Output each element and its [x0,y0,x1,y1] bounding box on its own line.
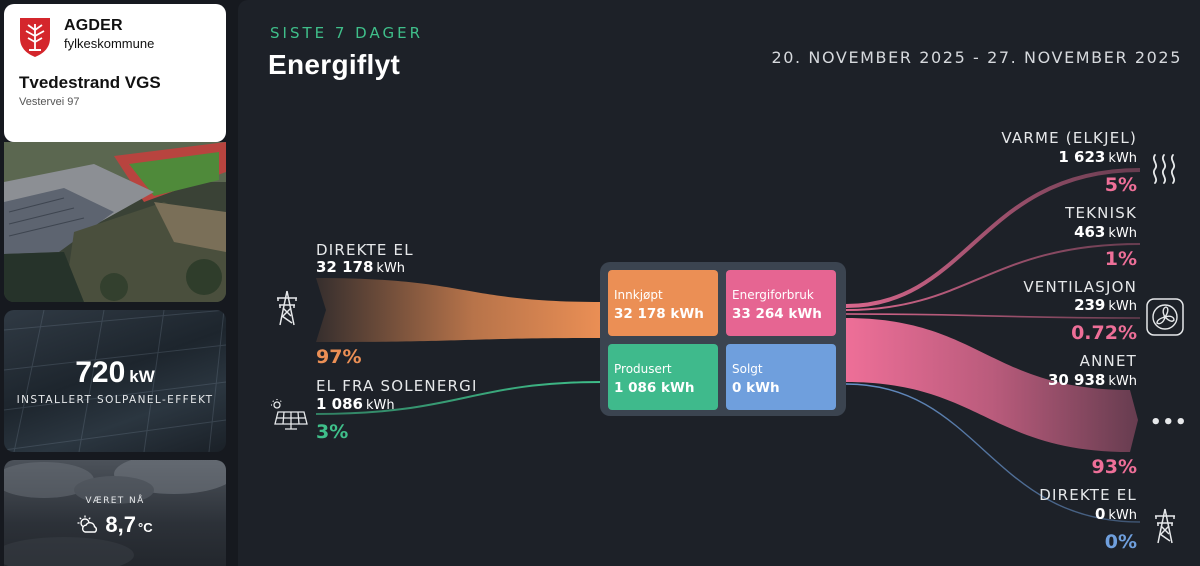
installed-solar-unit: kW [129,367,155,386]
consumer-teknisk-name: TEKNISK [1065,204,1137,222]
consumer-varme-percent: 5% [1104,174,1137,196]
hub-produsert: Produsert 1 086 kWh [608,344,718,410]
org-subtitle: fylkeskommune [64,36,155,51]
hub-energiforbruk-label: Energiforbruk [732,288,814,302]
fan-icon [1146,298,1184,336]
flow-annet-out [846,318,1138,452]
hub-innkjopt-label: Innkjøpt [614,288,663,302]
consumer-varme-name: VARME (ELKJEL) [1001,129,1137,147]
source-solar-percent: 3% [316,421,349,443]
weather-temperature-unit: °C [138,520,153,535]
consumer-ventilasjon-percent: 0.72% [1071,322,1137,344]
school-name: Tvedestrand VGS [19,73,161,92]
consumer-direkte-el-percent: 0% [1104,531,1137,553]
installed-solar-label: INSTALLERT SOLPANEL-EFFEKT [16,394,214,406]
energy-hub: Innkjøpt 32 178 kWh Energiforbruk 33 264… [600,262,846,416]
installed-solar-card: 720 kW INSTALLERT SOLPANEL-EFFEKT [4,310,226,452]
consumer-direkte-el-name: DIREKTE EL [1039,486,1137,504]
school-address: Vestervei 97 [19,96,80,108]
consumer-ventilasjon-value: 239 kWh [1074,296,1137,314]
flow-direkte-el-out [845,383,1141,523]
org-name: AGDER [64,17,123,34]
solar-panel-icon [271,399,308,430]
power-pylon-icon [277,290,297,326]
consumer-annet-name: ANNET [1079,352,1137,370]
hub-innkjopt: Innkjøpt 32 178 kWh [608,270,718,336]
consumer-varme-value: 1 623 kWh [1058,148,1137,166]
flow-solar-in [315,381,603,415]
hub-solgt: Solgt 0 kWh [726,344,836,410]
consumer-ventilasjon-name: VENTILASJON [1023,278,1137,296]
partly-sunny-icon [77,515,98,533]
weather-label: VÆRET NÅ [85,496,145,506]
flow-direkte-el-in [316,278,602,342]
source-direkte-el-percent: 97% [316,346,362,368]
hub-energiforbruk: Energiforbruk 33 264 kWh [726,270,836,336]
power-pylon-icon [1155,508,1175,544]
hub-energiforbruk-value: 33 264 kWh [732,306,822,322]
source-direkte-el-name: DIREKTE EL [316,241,414,259]
more-dots-icon: ••• [1150,412,1188,433]
weather-card: VÆRET NÅ 8,7 °C [4,460,226,566]
flow-ventilasjon-out [845,313,1141,319]
agder-coat-of-arms-icon [20,18,50,57]
flow-teknisk-out [845,243,1141,311]
date-range: 20. NOVEMBER 2025 - 27. NOVEMBER 2025 [771,48,1182,67]
consumer-annet-value: 30 938 kWh [1047,371,1137,389]
consumer-direkte-el-value: 0 kWh [1094,505,1137,523]
installed-solar-value: 720 kW [75,356,155,389]
hub-innkjopt-value: 32 178 kWh [614,306,704,322]
brand-card: AGDER fylkeskommune Tvedestrand VGS Vest… [4,4,226,142]
hub-produsert-value: 1 086 kWh [614,380,695,396]
source-solar-value: 1 086 kWh [316,395,395,413]
source-solar-name: EL FRA SOLENERGI [316,377,478,395]
source-direkte-el-value: 32 178 kWh [316,258,406,276]
school-aerial-photo [4,142,226,302]
flow-varme-out [845,168,1141,308]
consumer-teknisk-value: 463 kWh [1074,223,1137,241]
page-title: Energiflyt [268,49,401,80]
hub-produsert-label: Produsert [614,362,672,376]
heat-waves-icon [1152,154,1176,184]
period-overline: SISTE 7 DAGER [270,24,423,42]
weather-temperature: 8,7 °C [105,512,153,537]
hub-solgt-label: Solgt [732,362,763,376]
consumer-annet-percent: 93% [1091,456,1137,478]
consumer-teknisk-percent: 1% [1104,248,1137,270]
hub-solgt-value: 0 kWh [732,380,780,396]
